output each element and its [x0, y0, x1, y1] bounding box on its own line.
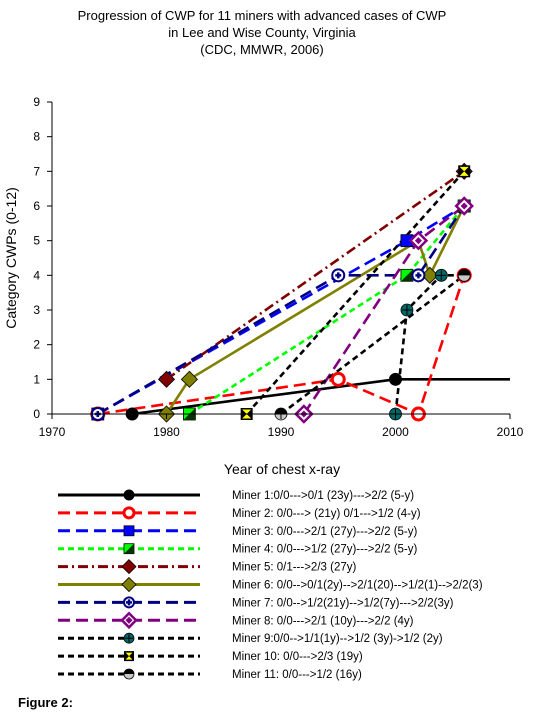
- legend-entry: Miner 3: 0/0--->2/1 (27y)--->2/2 (5-y): [58, 525, 418, 538]
- marker-diamond: [157, 370, 176, 388]
- marker-teal-cross: [401, 305, 412, 315]
- y-tick-label: 6: [33, 199, 40, 213]
- legend-entry: Miner 11: 0/0--->1/2 (16y): [58, 668, 362, 681]
- title-line: in Lee and Wise County, Virginia: [168, 25, 356, 40]
- legend-entry: Miner 2: 0/0---> (21y) 0/1--->1/2 (4-y): [58, 506, 421, 520]
- marker-half-circle-bottom: [124, 674, 134, 679]
- x-tick-label: 1990: [268, 425, 295, 439]
- y-tick-label: 3: [33, 303, 40, 317]
- legend-label: Miner 11: 0/0--->1/2 (16y): [232, 669, 362, 681]
- marker-open-diamond-center: [125, 616, 133, 624]
- legend-entry: Miner 9:0/0-->1/1(1y)-->1/2 (3y)->1/2 (2…: [58, 632, 443, 645]
- legend-label: Miner 10: 0/0--->2/3 (19y): [232, 651, 363, 663]
- marker-hourglass: [459, 166, 469, 176]
- marker-cross: [415, 272, 422, 279]
- marker-teal-cross: [125, 634, 133, 643]
- figure-label: Figure 2:: [18, 695, 73, 710]
- marker-open-circle: [122, 506, 136, 520]
- x-tick-label: 1970: [39, 425, 66, 439]
- y-tick-label: 8: [33, 130, 40, 144]
- y-axis-label: Category CWPs (0-12): [3, 187, 19, 329]
- marker-half-circle-outline: [457, 268, 471, 282]
- y-tick-label: 9: [33, 95, 40, 109]
- legend-label: Miner 8: 0/0--->2/1 (10y)--->2/2 (4y): [232, 615, 414, 627]
- y-tick-label: 1: [33, 372, 40, 386]
- legend-entry: Miner 7: 0/0-->1/2(21y)-->1/2(7y)--->2/2…: [58, 596, 454, 609]
- marker-diamond: [121, 576, 137, 593]
- marker-half-square-shade: [124, 543, 134, 554]
- marker-square: [123, 525, 135, 537]
- legend-entry: Miner 5: 0/1--->2/3 (27y): [58, 559, 356, 575]
- marker-half-square-shade: [400, 269, 413, 282]
- legend-label: Miner 9:0/0-->1/1(1y)-->1/2 (3y)->1/2 (2…: [232, 633, 443, 645]
- series-line-miner-8: [302, 204, 465, 415]
- marker-hourglass: [125, 652, 133, 660]
- legend-label: Miner 2: 0/0---> (21y) 0/1--->1/2 (4-y): [232, 508, 421, 520]
- series-line-miner-10: [245, 170, 466, 415]
- marker-half-circle-top: [458, 269, 471, 276]
- series-markers-miner-8: [294, 196, 474, 424]
- y-tick-label: 7: [33, 164, 40, 178]
- legend-label: Miner 6: 0/0-->0/1(2y)-->2/1(20)-->1/2(1…: [232, 580, 483, 592]
- axes: 0 1 2 3 4 5 6 7 8 9 1970 1980 1990 2000 2010 Year of ch…: [3, 95, 524, 477]
- marker-filled-circle: [389, 372, 402, 386]
- legend-entry: Miner 10: 0/0--->2/3 (19y): [58, 651, 363, 663]
- series-line-miner-2: [97, 274, 466, 416]
- title-line: Progression of CWP for 11 miners with ad…: [78, 8, 447, 23]
- x-axis-label: Year of chest x-ray: [224, 461, 340, 477]
- legend-label: Miner 1:0/0--->0/1 (23y)--->2/2 (5-y): [232, 490, 414, 502]
- legend-entry: Miner 8: 0/0--->2/1 (10y)--->2/2 (4y): [58, 611, 414, 630]
- x-tick-label: 2000: [382, 425, 409, 439]
- series-line-miner-7: [97, 205, 466, 416]
- y-tick-label: 2: [33, 338, 40, 352]
- y-tick-label: 0: [33, 407, 40, 421]
- legend-label: Miner 3: 0/0--->2/1 (27y)--->2/2 (5-y): [232, 526, 418, 538]
- legend-label: Miner 4: 0/0--->1/2 (27y)--->2/2 (5-y): [232, 544, 418, 556]
- y-tick-label: 4: [33, 268, 40, 282]
- legend-entry: Miner 1:0/0--->0/1 (23y)--->2/2 (5-y): [58, 489, 414, 502]
- x-tick-label: 1980: [153, 425, 180, 439]
- legend: Miner 1:0/0--->0/1 (23y)--->2/2 (5-y) Min…: [58, 489, 483, 681]
- marker-diamond: [121, 559, 137, 575]
- marker-open-diamond-center: [460, 202, 468, 210]
- marker-open-diamond-center: [414, 237, 422, 245]
- legend-label: Miner 7: 0/0-->1/2(21y)-->1/2(7y)--->2/2…: [232, 597, 454, 609]
- series-markers-miner-2: [90, 267, 472, 422]
- marker-half-circle-top: [124, 669, 134, 674]
- series-markers: [90, 162, 474, 424]
- legend-entry: Miner 4: 0/0--->1/2 (27y)--->2/2 (5-y): [58, 543, 418, 556]
- series-line-miner-9: [394, 274, 465, 415]
- chart-title: Progression of CWP for 11 miners with ad…: [78, 8, 447, 57]
- marker-half-circle-bottom: [458, 275, 471, 282]
- marker-open-circle: [330, 371, 346, 387]
- marker-teal-cross: [436, 270, 447, 281]
- series-lines: [97, 170, 510, 416]
- x-tick-label: 2010: [497, 425, 524, 439]
- marker-half-circle-top: [275, 408, 287, 414]
- marker-filled-circle: [123, 489, 135, 501]
- series-line-miner-4: [188, 205, 466, 416]
- legend-entry: Miner 6: 0/0-->0/1(2y)-->2/1(20)-->1/2(1…: [58, 576, 483, 593]
- marker-diamond: [180, 370, 198, 388]
- y-tick-label: 5: [33, 234, 40, 248]
- series-line-miner-11: [280, 274, 465, 416]
- series-markers-miner-11: [274, 268, 471, 421]
- marker-half-circle-outline: [123, 668, 135, 680]
- marker-cross: [126, 599, 132, 606]
- marker-cross: [335, 272, 342, 279]
- legend-label: Miner 5: 0/1--->2/3 (27y): [232, 562, 356, 574]
- title-line: (CDC, MMWR, 2006): [200, 42, 324, 57]
